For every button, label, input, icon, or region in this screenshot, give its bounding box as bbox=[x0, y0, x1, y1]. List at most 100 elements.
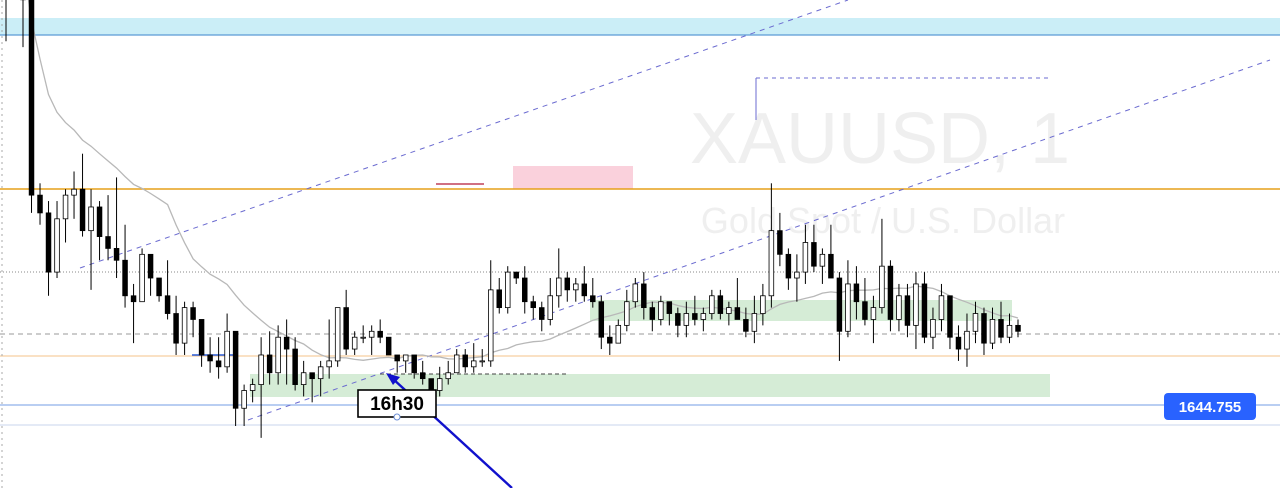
candle-bullish[interactable] bbox=[870, 307, 877, 320]
candle-bearish[interactable] bbox=[785, 253, 792, 279]
candle-bearish[interactable] bbox=[45, 212, 52, 273]
candle-bullish[interactable] bbox=[989, 319, 996, 344]
candle-bullish[interactable] bbox=[275, 336, 281, 374]
candle-bullish[interactable] bbox=[938, 295, 945, 320]
candle-bearish[interactable] bbox=[309, 372, 315, 380]
candle-bullish[interactable] bbox=[964, 330, 970, 350]
candle-bearish[interactable] bbox=[743, 319, 749, 332]
candle-bullish[interactable] bbox=[241, 390, 247, 409]
candle-bullish[interactable] bbox=[913, 283, 919, 326]
candle-bullish[interactable] bbox=[351, 336, 358, 350]
candle-bullish[interactable] bbox=[402, 354, 409, 362]
candle-bearish[interactable] bbox=[147, 253, 154, 279]
candle-bullish[interactable] bbox=[54, 218, 60, 273]
candle-bearish[interactable] bbox=[190, 307, 196, 320]
demand-zone-low[interactable] bbox=[250, 374, 1050, 397]
candle-bullish[interactable] bbox=[896, 295, 902, 320]
candle-bullish[interactable] bbox=[556, 277, 562, 297]
candle-bullish[interactable] bbox=[139, 253, 145, 303]
candle-bullish[interactable] bbox=[88, 206, 94, 232]
candle-bearish[interactable] bbox=[394, 354, 400, 362]
candle-bearish[interactable] bbox=[130, 295, 137, 303]
candle-bearish[interactable] bbox=[607, 336, 613, 344]
candle-bearish[interactable] bbox=[156, 277, 162, 297]
candle-bullish[interactable] bbox=[360, 336, 366, 339]
candle-bullish[interactable] bbox=[436, 378, 443, 391]
candle-bearish[interactable] bbox=[836, 277, 843, 332]
candle-bullish[interactable] bbox=[181, 307, 188, 344]
candle-bullish[interactable] bbox=[760, 295, 766, 314]
supply-zone[interactable] bbox=[513, 166, 633, 189]
candle-bearish[interactable] bbox=[428, 378, 434, 391]
candle-bearish[interactable] bbox=[828, 253, 834, 279]
candle-bullish[interactable] bbox=[470, 360, 477, 368]
candle-bearish[interactable] bbox=[28, 0, 35, 196]
candle-bullish[interactable] bbox=[326, 360, 332, 368]
candle-bearish[interactable] bbox=[649, 307, 656, 320]
candle-bullish[interactable] bbox=[845, 283, 851, 332]
candle-bearish[interactable] bbox=[998, 319, 1004, 338]
candle-bearish[interactable] bbox=[641, 283, 647, 309]
candle-bullish[interactable] bbox=[249, 384, 256, 391]
candle-bearish[interactable] bbox=[37, 194, 43, 214]
candle-bearish[interactable] bbox=[377, 330, 383, 338]
candle-bullish[interactable] bbox=[445, 372, 451, 380]
candle-bearish[interactable] bbox=[1015, 324, 1021, 332]
candle-bullish[interactable] bbox=[453, 354, 460, 374]
callout-box[interactable] bbox=[357, 389, 437, 418]
candle-bearish[interactable] bbox=[496, 289, 502, 309]
candle-bullish[interactable] bbox=[726, 307, 732, 314]
candle-bearish[interactable] bbox=[777, 230, 783, 255]
candle-bearish[interactable] bbox=[385, 336, 392, 356]
candle-bullish[interactable] bbox=[224, 330, 230, 368]
candle-bearish[interactable] bbox=[411, 354, 417, 374]
candle-bearish[interactable] bbox=[113, 248, 120, 261]
candle-bullish[interactable] bbox=[658, 301, 664, 320]
candle-bearish[interactable] bbox=[666, 301, 673, 314]
candle-bearish[interactable] bbox=[198, 319, 205, 356]
candle-bearish[interactable] bbox=[462, 354, 468, 368]
candle-bearish[interactable] bbox=[692, 313, 698, 320]
candle-bullish[interactable] bbox=[488, 289, 494, 362]
candle-bullish[interactable] bbox=[547, 295, 554, 320]
callout-anchor-handle[interactable] bbox=[393, 413, 401, 421]
candle-bearish[interactable] bbox=[207, 354, 213, 362]
resistance-zone-top[interactable] bbox=[0, 18, 1280, 35]
candle-bearish[interactable] bbox=[734, 307, 741, 320]
candle-bullish[interactable] bbox=[334, 307, 341, 362]
candle-bearish[interactable] bbox=[173, 313, 179, 344]
candle-bearish[interactable] bbox=[811, 242, 817, 267]
candle-bearish[interactable] bbox=[122, 259, 128, 297]
candle-bearish[interactable] bbox=[522, 277, 528, 303]
candle-bullish[interactable] bbox=[615, 324, 622, 344]
candle-bullish[interactable] bbox=[505, 271, 511, 309]
candle-bullish[interactable] bbox=[709, 295, 715, 314]
candle-bearish[interactable] bbox=[530, 301, 536, 309]
candle-bullish[interactable] bbox=[317, 366, 324, 380]
candle-bullish[interactable] bbox=[751, 313, 758, 332]
candle-bullish[interactable] bbox=[62, 194, 69, 220]
candle-bearish[interactable] bbox=[947, 295, 953, 338]
candle-bearish[interactable] bbox=[343, 307, 349, 350]
candle-bullish[interactable] bbox=[632, 283, 639, 303]
candle-bearish[interactable] bbox=[283, 336, 290, 350]
candle-bullish[interactable] bbox=[819, 253, 826, 267]
candle-bearish[interactable] bbox=[853, 283, 860, 303]
candle-bearish[interactable] bbox=[96, 206, 103, 237]
candle-bullish[interactable] bbox=[683, 313, 690, 326]
price-badge[interactable] bbox=[1164, 393, 1256, 420]
candlestick-series[interactable] bbox=[4, 0, 1021, 438]
candle-bearish[interactable] bbox=[981, 313, 987, 344]
candle-bullish[interactable] bbox=[802, 242, 809, 273]
candle-bullish[interactable] bbox=[258, 354, 264, 385]
channel-lower-line[interactable] bbox=[247, 59, 1271, 421]
candle-bearish[interactable] bbox=[598, 301, 605, 338]
candle-bearish[interactable] bbox=[887, 265, 894, 320]
candle-bullish[interactable] bbox=[1006, 324, 1013, 338]
candle-bearish[interactable] bbox=[717, 295, 724, 314]
candle-bullish[interactable] bbox=[368, 330, 375, 338]
candle-bearish[interactable] bbox=[904, 295, 911, 326]
candle-bearish[interactable] bbox=[675, 313, 681, 326]
